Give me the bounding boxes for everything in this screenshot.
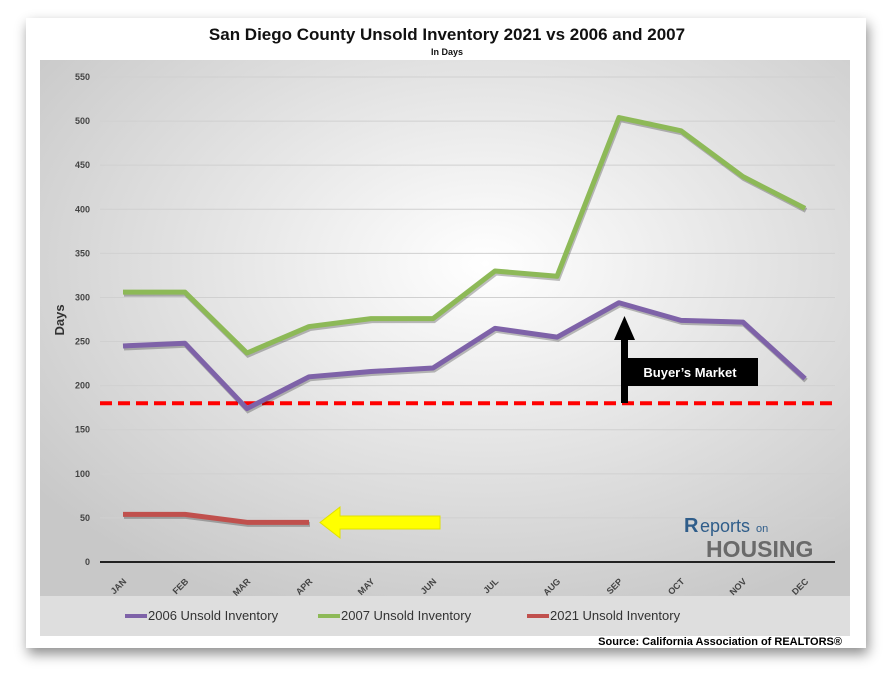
chart-title: San Diego County Unsold Inventory 2021 v…	[209, 25, 685, 44]
buyers-market-label: Buyer’s Market	[643, 365, 737, 380]
y-tick-label: 400	[75, 204, 90, 214]
y-axis-label: Days	[52, 304, 67, 335]
legend-label: 2006 Unsold Inventory	[148, 608, 279, 623]
plot-background	[40, 60, 850, 596]
svg-text:HOUSING: HOUSING	[706, 536, 813, 562]
y-tick-label: 50	[80, 513, 90, 523]
y-tick-label: 500	[75, 116, 90, 126]
legend-band	[40, 596, 850, 636]
series-line-2007	[123, 115, 807, 356]
series-line-2021	[123, 511, 309, 525]
legend-label: 2021 Unsold Inventory	[550, 608, 681, 623]
y-tick-label: 200	[75, 381, 90, 391]
svg-text:eports: eports	[700, 516, 750, 536]
chart-subtitle: In Days	[431, 47, 463, 57]
yellow-arrow-icon	[319, 505, 441, 540]
y-tick-label: 0	[85, 557, 90, 567]
svg-text:on: on	[756, 523, 768, 535]
y-tick-label: 300	[75, 292, 90, 302]
source-note: Source: California Association of REALTO…	[598, 636, 842, 648]
y-tick-label: 150	[75, 425, 90, 435]
reports-on-housing-logo: R eports on HOUSING	[684, 515, 813, 562]
buyers-market-box	[622, 358, 758, 386]
up-arrow-icon	[614, 316, 635, 340]
legend-label: 2007 Unsold Inventory	[341, 608, 472, 623]
y-tick-label: 550	[75, 72, 90, 82]
series-line-2006	[122, 300, 807, 412]
y-tick-label: 450	[75, 160, 90, 170]
svg-text:R: R	[684, 515, 699, 537]
y-tick-label: 350	[75, 248, 90, 258]
y-tick-label: 250	[75, 337, 90, 347]
y-tick-label: 100	[75, 469, 90, 479]
